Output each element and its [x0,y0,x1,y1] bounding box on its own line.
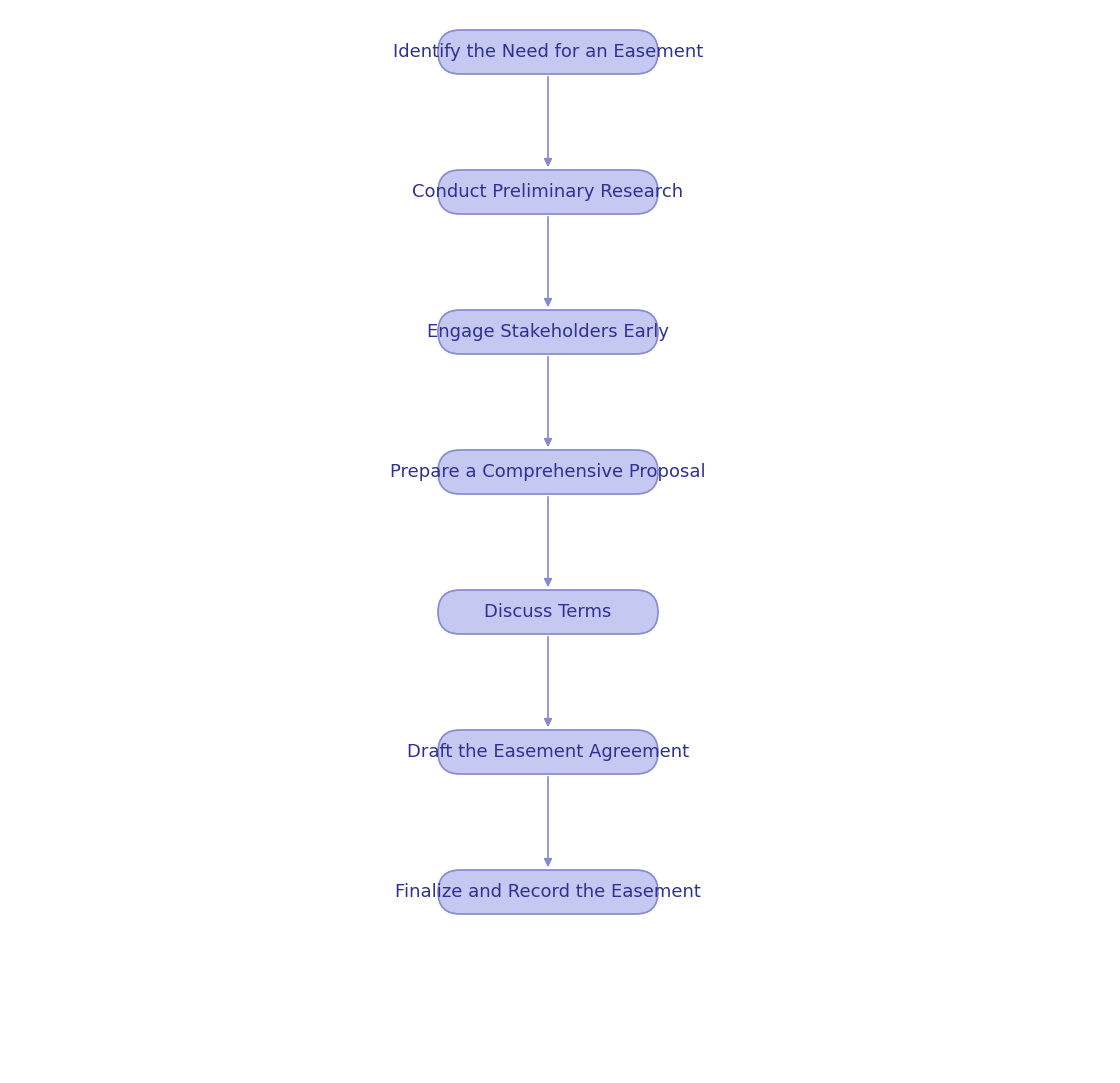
Text: Draft the Easement Agreement: Draft the Easement Agreement [407,743,689,761]
Text: Conduct Preliminary Research: Conduct Preliminary Research [412,183,683,201]
FancyBboxPatch shape [438,170,659,214]
FancyBboxPatch shape [438,870,659,914]
FancyBboxPatch shape [438,590,659,634]
Text: Identify the Need for an Easement: Identify the Need for an Easement [393,43,703,61]
Text: Discuss Terms: Discuss Terms [484,603,612,621]
FancyBboxPatch shape [438,730,659,774]
FancyBboxPatch shape [438,310,659,354]
FancyBboxPatch shape [438,30,659,74]
Text: Finalize and Record the Easement: Finalize and Record the Easement [395,883,701,901]
Text: Prepare a Comprehensive Proposal: Prepare a Comprehensive Proposal [390,464,706,481]
Text: Engage Stakeholders Early: Engage Stakeholders Early [427,323,669,341]
FancyBboxPatch shape [438,451,659,494]
